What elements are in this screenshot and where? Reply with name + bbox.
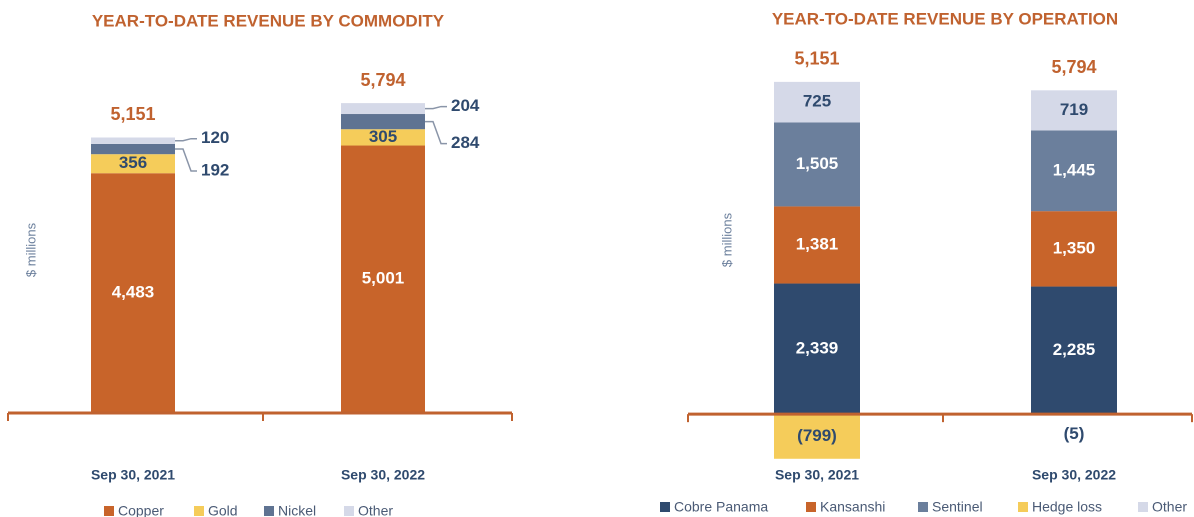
x-tick-label: Sep 30, 2021 <box>91 467 175 483</box>
data-label: 356 <box>119 153 147 172</box>
bar-segment <box>774 283 860 415</box>
leader-line <box>175 148 197 172</box>
legend-label: Other <box>1152 499 1187 515</box>
data-label: 4,483 <box>112 283 155 302</box>
total-label: 5,794 <box>360 70 405 90</box>
total-label: 5,151 <box>110 104 155 124</box>
bar-segment <box>1031 286 1117 415</box>
data-label: (799) <box>797 426 837 445</box>
bar-segment <box>774 81 860 123</box>
data-label: 120 <box>201 128 229 147</box>
x-tick-label: Sep 30, 2021 <box>775 467 859 483</box>
data-label: 1,445 <box>1053 160 1096 179</box>
data-label: 1,381 <box>796 234 839 253</box>
data-label: 1,350 <box>1053 238 1096 257</box>
bar-segment <box>341 103 425 115</box>
data-label: 2,285 <box>1053 340 1096 359</box>
data-label: 725 <box>803 92 831 111</box>
bar-segment <box>91 154 175 174</box>
leader-line <box>175 137 197 142</box>
legend-label: Cobre Panama <box>674 499 768 515</box>
legend-swatch <box>806 502 816 512</box>
bar-segment <box>1031 211 1117 287</box>
legend-label: Gold <box>208 503 238 517</box>
bar-segment <box>341 114 425 130</box>
legend-swatch <box>918 502 928 512</box>
data-label: 719 <box>1060 100 1088 119</box>
data-label: 1,505 <box>796 154 839 173</box>
total-label: 5,151 <box>794 49 839 69</box>
bar-segment <box>91 137 175 144</box>
data-label: 2,339 <box>796 338 839 357</box>
data-label: 204 <box>451 96 480 115</box>
legend-swatch <box>660 502 670 512</box>
data-label: (5) <box>1064 424 1085 443</box>
x-tick-label: Sep 30, 2022 <box>1032 467 1116 483</box>
bar-segment <box>1031 130 1117 212</box>
bar-segment <box>91 143 175 155</box>
data-label: 5,001 <box>362 269 405 288</box>
legend-swatch <box>1018 502 1028 512</box>
chart-title: YEAR-TO-DATE REVENUE BY COMMODITY <box>92 11 445 30</box>
leader-line <box>425 120 447 145</box>
y-axis-label: $ millions <box>23 222 38 277</box>
legend-swatch <box>344 506 354 516</box>
data-label: 284 <box>451 133 480 152</box>
bar-segment <box>774 206 860 284</box>
data-label: 192 <box>201 161 229 180</box>
bar-segment <box>1031 90 1117 131</box>
legend-swatch <box>104 506 114 516</box>
bar-segment <box>91 173 175 413</box>
bar-segment <box>341 129 425 146</box>
legend-swatch <box>194 506 204 516</box>
legend-label: Nickel <box>278 503 316 517</box>
bar-segment <box>774 122 860 207</box>
legend-label: Sentinel <box>932 499 983 515</box>
chart-title: YEAR-TO-DATE REVENUE BY OPERATION <box>772 9 1118 28</box>
legend-label: Other <box>358 503 393 517</box>
data-label: 305 <box>369 127 397 146</box>
bar-segment <box>774 414 860 459</box>
y-axis-label: $ millions <box>719 212 734 267</box>
total-label: 5,794 <box>1051 57 1096 77</box>
x-tick-label: Sep 30, 2022 <box>341 467 425 483</box>
bar-segment <box>341 145 425 413</box>
legend-label: Copper <box>118 503 164 517</box>
legend-swatch <box>264 506 274 516</box>
legend-label: Kansanshi <box>820 499 885 515</box>
leader-line <box>425 105 447 110</box>
legend-swatch <box>1138 502 1148 512</box>
legend-label: Hedge loss <box>1032 499 1102 515</box>
